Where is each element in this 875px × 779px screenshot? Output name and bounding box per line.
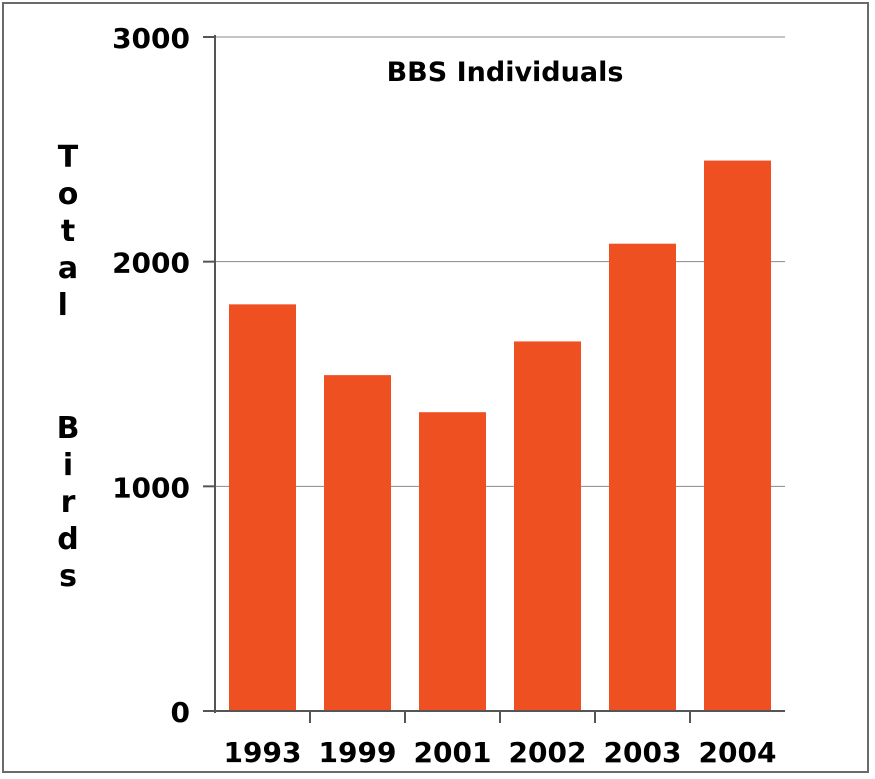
x-tick-label: 1993	[224, 736, 302, 769]
chart-title: BBS Individuals	[387, 57, 624, 88]
y-tick-label: 1000	[112, 471, 190, 504]
bar	[609, 243, 676, 711]
x-tick-label: 2004	[699, 736, 777, 769]
bar	[229, 304, 296, 711]
axes	[203, 35, 785, 723]
x-tick-label: 1999	[319, 736, 397, 769]
x-tick-label: 2001	[414, 736, 492, 769]
y-tick-label: 3000	[112, 22, 190, 55]
y-tick-label: 2000	[112, 247, 190, 280]
gridlines	[215, 36, 785, 487]
bar	[324, 375, 391, 711]
bars	[229, 160, 771, 712]
x-tick-label: 2002	[509, 736, 587, 769]
y-tick-label: 0	[171, 696, 190, 729]
bar	[419, 412, 486, 711]
x-tick-label: 2003	[604, 736, 682, 769]
x-tick-labels: 1993 1999 2001 2002 2003 2004	[224, 736, 777, 769]
y-tick-labels: 0 1000 2000 3000	[112, 22, 190, 729]
bar	[514, 341, 581, 711]
bar	[704, 160, 771, 712]
